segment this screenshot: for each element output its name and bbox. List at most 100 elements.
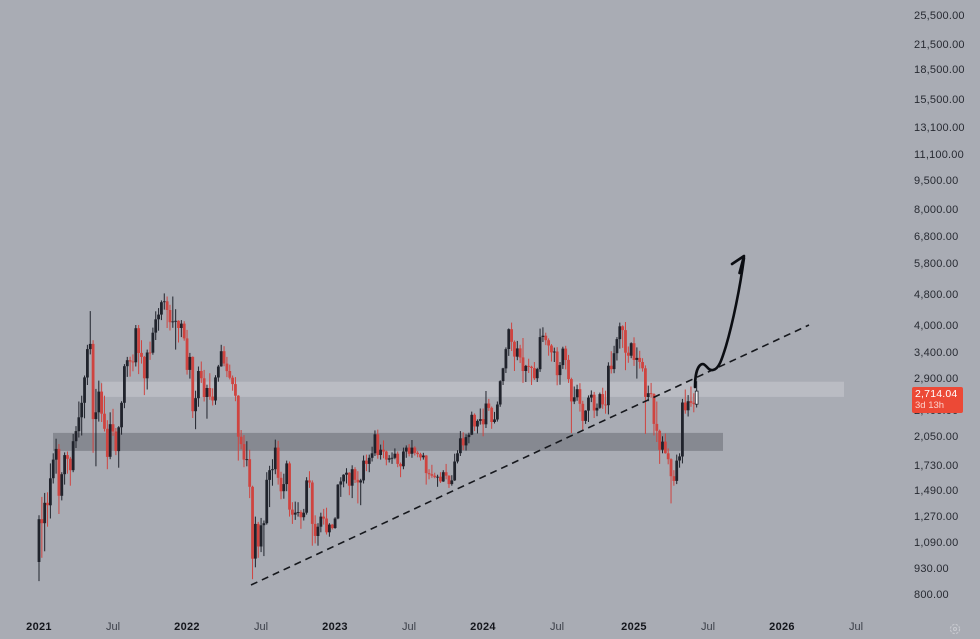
candle (478, 408, 482, 425)
candle (692, 393, 696, 413)
candle (629, 342, 633, 359)
candle (91, 340, 95, 453)
candle (74, 426, 78, 448)
candle (211, 388, 215, 406)
price-tick-label: 2,050.00 (914, 431, 959, 443)
candle (162, 293, 166, 310)
candle (43, 492, 47, 552)
candle (532, 362, 536, 380)
candle (40, 496, 44, 558)
candle (234, 377, 237, 402)
price-tick-label: 15,500.00 (914, 94, 965, 106)
candle (607, 362, 610, 415)
candle (262, 520, 266, 557)
candle (97, 380, 101, 422)
candle (515, 340, 519, 361)
candle (589, 390, 593, 403)
candle (601, 387, 605, 409)
candle (239, 430, 243, 450)
candle (421, 452, 425, 460)
candle (174, 309, 178, 350)
candle (644, 365, 647, 434)
candle (123, 364, 126, 409)
arrow-head (730, 254, 746, 275)
candle (575, 384, 579, 401)
zones-layer (53, 381, 844, 451)
candle (219, 344, 223, 367)
dashed-trendline[interactable] (250, 324, 810, 586)
candle (555, 347, 559, 386)
candle (544, 332, 548, 346)
candle (51, 453, 55, 484)
candle (507, 328, 511, 356)
candle (362, 455, 365, 484)
candle (128, 356, 132, 377)
candle (541, 327, 545, 342)
candle (592, 391, 596, 418)
candle (581, 400, 585, 430)
candle (188, 352, 192, 379)
candle (564, 345, 568, 370)
candle (453, 453, 457, 481)
candle (83, 375, 86, 419)
candle (419, 452, 422, 461)
price-tick-label: 8,000.00 (914, 204, 959, 216)
candle (595, 403, 599, 417)
arrow-curve[interactable] (693, 256, 746, 389)
candle (63, 452, 67, 485)
candle (487, 398, 491, 411)
candle (407, 444, 411, 457)
candle (197, 366, 200, 407)
candle-countdown: 3d 13h (915, 400, 945, 411)
candle (373, 430, 377, 456)
candle (501, 367, 505, 385)
candle (117, 426, 121, 468)
candle (612, 345, 616, 374)
candle (638, 350, 642, 369)
candle (393, 448, 397, 460)
candle (396, 451, 400, 468)
candle (410, 440, 414, 458)
candle (205, 384, 209, 419)
candle (142, 355, 146, 396)
projection-arrow-drawing[interactable] (693, 254, 746, 389)
candle (427, 469, 431, 480)
candle (353, 467, 357, 483)
support-zone[interactable] (53, 432, 723, 451)
candle (624, 322, 627, 371)
candle (632, 337, 636, 366)
candle (293, 501, 297, 520)
price-tick-label: 18,500.00 (914, 64, 965, 76)
candle (658, 429, 662, 464)
settings-gear-icon[interactable] (948, 622, 962, 636)
price-tick-label: 3,400.00 (914, 347, 959, 359)
price-tick-label: 1,490.00 (914, 485, 959, 497)
candle (228, 364, 232, 380)
candle (513, 340, 516, 371)
candle (498, 380, 502, 407)
trendline-drawing[interactable] (250, 324, 810, 586)
price-tick-label: 5,800.00 (914, 258, 959, 270)
candle (299, 510, 303, 529)
price-tick-label: 1,730.00 (914, 460, 959, 472)
price-tick-label: 6,800.00 (914, 231, 959, 243)
candle (618, 322, 622, 349)
candle (322, 508, 326, 525)
candle (319, 512, 323, 533)
candle (661, 436, 664, 454)
candle (461, 432, 465, 451)
candle (681, 398, 684, 464)
candle (370, 446, 374, 462)
candle (663, 433, 667, 454)
candle (160, 300, 163, 321)
candle (538, 328, 542, 372)
candle (296, 502, 300, 517)
candle (572, 386, 576, 405)
candles-layer (37, 293, 699, 582)
candle (273, 439, 277, 475)
candle (587, 395, 590, 422)
resistance-zone[interactable] (102, 381, 844, 397)
price-tick-label: 1,090.00 (914, 537, 959, 549)
candle (333, 517, 337, 529)
